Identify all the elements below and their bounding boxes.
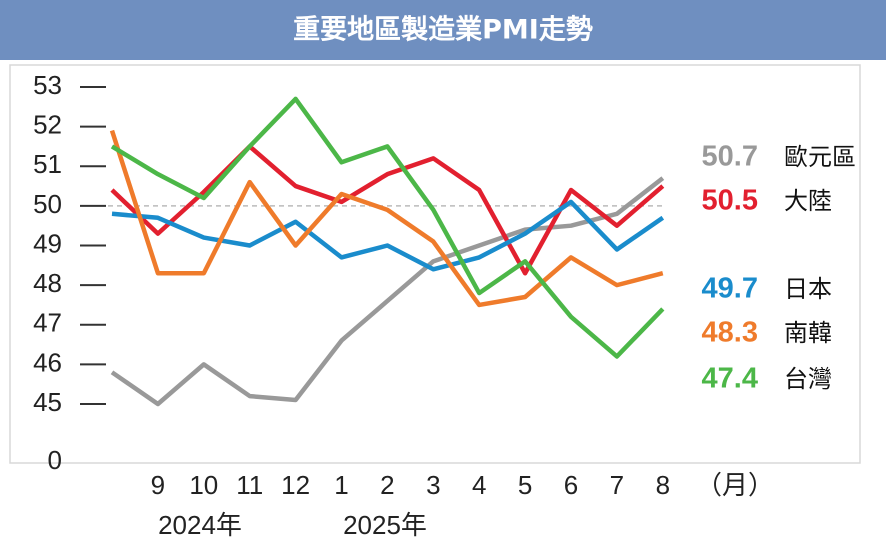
end-value-label: 50.5	[702, 185, 758, 217]
series-line	[110, 176, 665, 407]
y-tick-label: 51	[33, 149, 62, 179]
legend-label: 歐元區	[784, 143, 856, 171]
year-label: 2025年	[343, 510, 427, 540]
x-tick-label: 6	[564, 470, 578, 500]
legend-label: 日本	[784, 275, 832, 303]
x-tick-label: 4	[472, 470, 486, 500]
y-tick-label: 50	[33, 189, 62, 219]
y-tick-label: 52	[33, 110, 62, 140]
y-tick-label: 46	[33, 347, 62, 377]
year-label: 2024年	[158, 510, 242, 540]
end-value-label: 49.7	[702, 273, 758, 305]
x-tick-label: 1	[334, 470, 348, 500]
y-tick-label: 49	[33, 228, 62, 258]
legend-label: 台灣	[784, 365, 832, 393]
end-value-label: 47.4	[702, 363, 758, 395]
end-value-label: 48.3	[702, 317, 758, 349]
series-line	[109, 129, 664, 308]
title-bar	[0, 0, 886, 60]
x-tick-label: 7	[610, 470, 624, 500]
x-tick-label: 8	[656, 470, 670, 500]
series-line	[111, 199, 665, 272]
x-tick-label: 12	[281, 470, 310, 500]
y-tick-label: 45	[33, 387, 62, 417]
y-tick-label: 53	[33, 70, 62, 100]
chart-title: 重要地區製造業PMI走勢	[293, 15, 593, 46]
legend-label: 南韓	[784, 319, 832, 347]
x-tick-label: 11	[236, 470, 263, 500]
legend-label: 大陸	[784, 187, 832, 215]
y-tick-label: 47	[33, 308, 62, 338]
x-tick-label: 5	[518, 470, 532, 500]
x-unit: （月）	[696, 470, 774, 500]
x-tick-label: 9	[151, 470, 165, 500]
y-tick-label: 0	[48, 445, 62, 475]
x-tick-label: 10	[189, 470, 218, 500]
series-line	[110, 144, 665, 276]
y-tick-label: 48	[33, 268, 62, 298]
x-tick-label: 3	[426, 470, 440, 500]
end-value-label: 50.7	[702, 141, 758, 173]
plot-frame	[9, 64, 861, 464]
x-tick-label: 2	[380, 470, 394, 500]
series-line	[110, 96, 665, 359]
